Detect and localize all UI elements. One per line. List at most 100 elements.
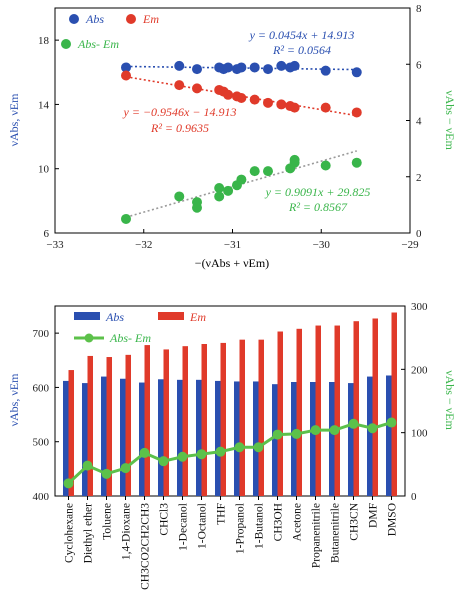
diff-marker xyxy=(82,460,93,471)
bar-legend-abs-label: Abs xyxy=(105,310,124,324)
em-bar xyxy=(144,345,150,496)
bar-category-label: Diethyl ether xyxy=(83,503,95,564)
scatter-y-left-label: νAbs, νEm xyxy=(7,93,21,147)
abs-bar xyxy=(139,382,145,496)
em-bar xyxy=(239,339,245,496)
em-bar xyxy=(201,344,207,496)
abs-bar xyxy=(120,378,126,496)
bar-category-label: 1-Propanol xyxy=(235,503,247,554)
bar-y-left-tick-label: 700 xyxy=(33,328,50,340)
diff-marker xyxy=(63,478,74,489)
scatter-x-tick-label: −32 xyxy=(135,239,152,251)
scatter-y-right-tick-label: 6 xyxy=(416,59,422,71)
diff-marker xyxy=(177,451,188,462)
em-bar xyxy=(182,346,188,496)
diff-marker xyxy=(272,429,283,440)
abs-bar xyxy=(196,379,202,496)
bar-category-label: THF xyxy=(216,503,228,525)
bar-y-left-label: νAbs, νEm xyxy=(7,373,21,427)
bar-y-right-tick-label: 0 xyxy=(411,491,417,503)
legend-diff-marker xyxy=(61,39,71,49)
em-bar xyxy=(334,325,340,496)
scatter-y-right-label: νAbs − νEm xyxy=(443,90,455,150)
scatter-panel: −33 −32 −31 −30 −29 6 10 14 18 0 2 4 6 8 Abs Em Abs- … xyxy=(7,3,455,270)
bar-category-label: Cyclohexane xyxy=(64,503,76,563)
em-bar xyxy=(391,312,397,496)
abs-point xyxy=(276,60,287,71)
bar-legend-abs-swatch xyxy=(74,312,100,320)
diff-marker xyxy=(101,468,112,479)
abs-bar xyxy=(158,379,164,496)
bar-y-left-tick-label: 400 xyxy=(33,491,50,503)
bar-y-right-label: νAbs − νEm xyxy=(443,370,455,430)
diff-line-series xyxy=(63,417,397,489)
scatter-y-left-tick-label: 14 xyxy=(38,99,50,111)
diff-point xyxy=(351,157,362,168)
bar-y-right-tick-label: 100 xyxy=(411,428,428,440)
bar-category-label: 1-Octanol xyxy=(197,503,209,549)
em-point xyxy=(121,70,131,81)
bar-legend-em-label: Em xyxy=(189,310,206,324)
legend-em-label: Em xyxy=(142,12,159,26)
em-bar xyxy=(68,370,74,496)
diff-point xyxy=(320,160,331,171)
diff-point xyxy=(121,213,131,224)
bar-category-label: CH3CO2CH2CH3 xyxy=(140,503,152,590)
abs-bar xyxy=(329,382,335,496)
bar-category-label: DMF xyxy=(368,503,380,528)
bar-category-label: CH3CN xyxy=(349,502,361,540)
diff-marker xyxy=(196,449,207,460)
scatter-y-right-tick-label: 8 xyxy=(416,3,422,15)
scatter-x-axis-label: −(νAbs + νEm) xyxy=(195,256,269,270)
diff-point xyxy=(214,183,225,193)
em-point xyxy=(249,94,260,105)
abs-point xyxy=(351,67,362,78)
bar-legend-diff-marker xyxy=(84,333,94,343)
scatter-points xyxy=(121,60,362,224)
legend-em-marker xyxy=(126,14,136,24)
legend-diff-label: Abs- Em xyxy=(77,37,119,51)
diff-line xyxy=(67,421,392,485)
em-point xyxy=(320,102,331,113)
scatter-y-right-tick-label: 4 xyxy=(416,116,422,128)
abs-fit-equation: y = 0.0454x + 14.913 xyxy=(249,28,355,42)
em-bar xyxy=(106,357,112,496)
em-bar xyxy=(258,339,264,496)
em-bar xyxy=(315,325,321,496)
diff-point xyxy=(174,191,185,202)
diff-point xyxy=(249,166,260,177)
abs-point xyxy=(223,62,234,73)
abs-bar xyxy=(215,380,221,496)
bar-y-right-tick-label: 200 xyxy=(411,364,428,376)
diff-marker xyxy=(120,463,131,474)
diff-point xyxy=(223,185,234,196)
diff-marker xyxy=(310,425,321,436)
bar-category-label: 1,4-Dioxane xyxy=(121,503,133,560)
em-bar xyxy=(125,354,131,496)
scatter-y-right-tick-label: 0 xyxy=(416,228,422,240)
abs-bar xyxy=(310,382,316,496)
bar-panel: 400 500 600 700 0 100 200 300 Cyclohexane Diethy… xyxy=(7,301,455,590)
em-bar xyxy=(163,349,169,496)
diff-marker xyxy=(367,423,378,434)
diff-fit-equation: y = 0.9091x + 29.825 xyxy=(265,185,371,199)
em-bar xyxy=(220,342,226,496)
abs-bar xyxy=(367,376,373,496)
em-fit-equation: y = −0.9546x − 14.913 xyxy=(123,105,237,119)
abs-bar xyxy=(348,383,354,496)
bar-category-label: Butanenitrile xyxy=(330,503,342,563)
abs-bar xyxy=(234,381,240,496)
legend-abs-label: Abs xyxy=(85,12,104,26)
bar-category-label: Acetone xyxy=(292,503,304,541)
scatter-ticks: −33 −32 −31 −30 −29 6 10 14 18 0 2 4 6 8 xyxy=(38,3,422,251)
em-fit-r2: R² = 0.9635 xyxy=(150,121,209,135)
bar-category-label: CHCl3 xyxy=(159,503,171,536)
abs-bar xyxy=(272,384,278,496)
scatter-x-tick-label: −30 xyxy=(313,239,331,251)
em-bar xyxy=(87,355,93,496)
scatter-y-right-tick-label: 2 xyxy=(416,172,422,184)
bar-category-label: 1-Butanol xyxy=(254,503,266,549)
diff-point xyxy=(236,174,247,185)
abs-bar xyxy=(177,379,183,496)
